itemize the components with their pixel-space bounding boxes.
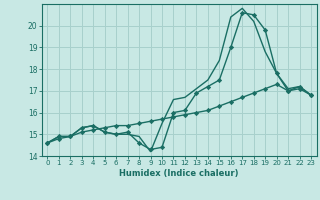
X-axis label: Humidex (Indice chaleur): Humidex (Indice chaleur)	[119, 169, 239, 178]
